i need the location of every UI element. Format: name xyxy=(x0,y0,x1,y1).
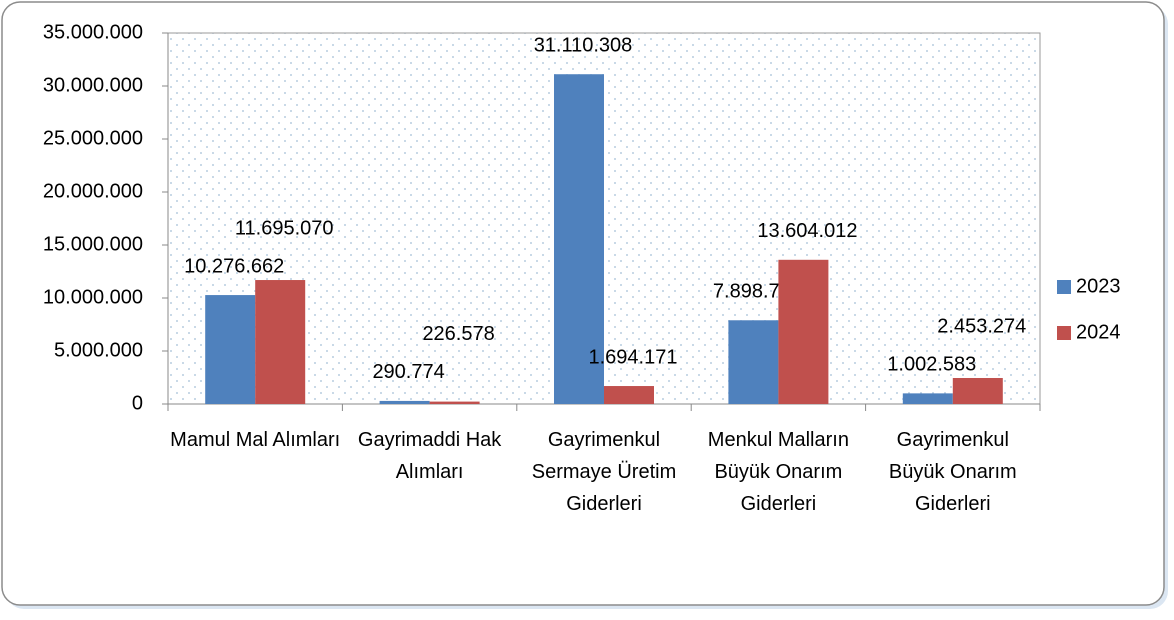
legend-swatch xyxy=(1057,326,1071,340)
value-label: 2.453.274 xyxy=(937,316,1026,338)
value-label: 226.578 xyxy=(422,323,494,345)
value-label: 1.694.171 xyxy=(589,346,678,368)
x-tick-label: Gayrimenkul Büyük Onarım Giderleri xyxy=(888,429,1017,515)
bar xyxy=(902,393,953,404)
legend-label: 2024 xyxy=(1076,321,1121,343)
value-label: 1.002.583 xyxy=(887,354,976,376)
bar xyxy=(429,401,480,404)
y-tick-label: 35.000.000 xyxy=(43,21,143,43)
bar xyxy=(255,280,306,404)
legend-swatch xyxy=(1057,280,1071,294)
y-tick-label: 5.000.000 xyxy=(54,339,143,361)
x-tick-label: Gayrimenkul Sermaye Üretim Giderleri xyxy=(531,429,677,515)
value-label: 13.604.012 xyxy=(757,220,857,242)
bar xyxy=(379,400,430,404)
bar xyxy=(728,320,779,404)
y-tick-label: 25.000.000 xyxy=(43,127,143,149)
x-tick-label: Gayrimaddi Hak Alımları xyxy=(357,429,502,483)
y-tick-label: 10.000.000 xyxy=(43,286,143,308)
bar xyxy=(554,74,604,404)
bar xyxy=(952,377,1003,404)
bar xyxy=(205,295,256,404)
bar xyxy=(778,259,829,404)
value-label: 10.276.662 xyxy=(184,255,284,277)
x-tick-label: Menkul Malların Büyük Onarım Giderleri xyxy=(707,429,849,515)
y-tick-label: 20.000.000 xyxy=(43,180,143,202)
x-tick-label: Mamul Mal Alımları xyxy=(170,429,341,451)
y-tick-label: 30.000.000 xyxy=(43,74,143,96)
value-label: 11.695.070 xyxy=(235,217,334,239)
bar xyxy=(604,386,654,404)
value-label: 290.774 xyxy=(372,361,444,383)
y-tick-label: 0 xyxy=(132,392,143,414)
y-tick-label: 15.000.000 xyxy=(43,233,143,255)
legend-label: 2023 xyxy=(1076,275,1121,297)
value-label: 31.110.308 xyxy=(534,35,633,57)
